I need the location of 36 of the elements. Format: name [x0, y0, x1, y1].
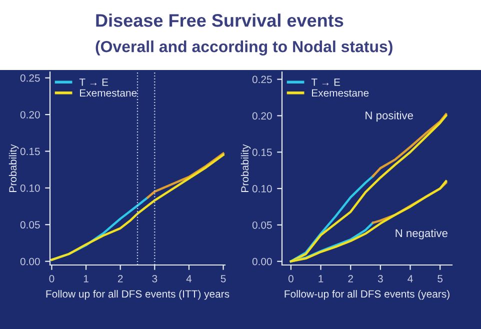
- x-tick-label: 4: [408, 275, 413, 282]
- x-tick-label: 3: [152, 274, 158, 282]
- y-tick-label: 0.25: [252, 76, 272, 84]
- legend-label: T → E: [311, 78, 340, 86]
- x-tick-label: 5: [220, 275, 226, 282]
- x-tick-label: 2: [348, 274, 353, 282]
- annotation: N positive: [366, 111, 413, 122]
- x-tick-label: 3: [378, 274, 383, 282]
- x-tick-label: 2: [118, 274, 123, 282]
- y-tick-label: 0.15: [252, 148, 272, 156]
- y-tick-label: 0.15: [20, 148, 40, 156]
- x-tick-label: 4: [186, 275, 192, 282]
- y-tick-label: 0.00: [20, 258, 40, 266]
- y-tick-label: 0.25: [20, 74, 40, 82]
- y-axis-title: Probability: [8, 144, 19, 192]
- x-tick-label: 0: [288, 274, 294, 282]
- x-tick-label: 1: [318, 275, 324, 282]
- y-tick-label: 0.20: [252, 112, 272, 120]
- x-tick-label: 1: [84, 275, 88, 282]
- legend-label: Exemestane: [80, 89, 137, 97]
- y-tick-label: 0.10: [20, 184, 40, 192]
- y-tick-label: 0.10: [252, 185, 272, 192]
- x-axis-title: Follow-up for all DFS events (years): [284, 290, 450, 300]
- y-tick-label: 0.00: [252, 258, 272, 266]
- x-tick-label: 5: [438, 275, 443, 282]
- annotation: N negative: [396, 228, 448, 240]
- x-tick-label: 0: [49, 274, 54, 282]
- legend-label: T → E: [79, 78, 108, 86]
- legend-label: Exemestane: [312, 89, 369, 97]
- chart-subtitle: (Overall and according to Nodal status): [96, 40, 392, 56]
- y-tick-label: 0.05: [20, 221, 40, 229]
- x-axis-title: Follow up for all DFS events (ITT) years: [46, 290, 230, 300]
- chart-title: Disease Free Survival events: [96, 14, 344, 27]
- y-tick-label: 0.20: [20, 111, 40, 118]
- y-axis-title: Probability: [240, 144, 251, 192]
- y-tick-label: 0.05: [252, 221, 272, 229]
